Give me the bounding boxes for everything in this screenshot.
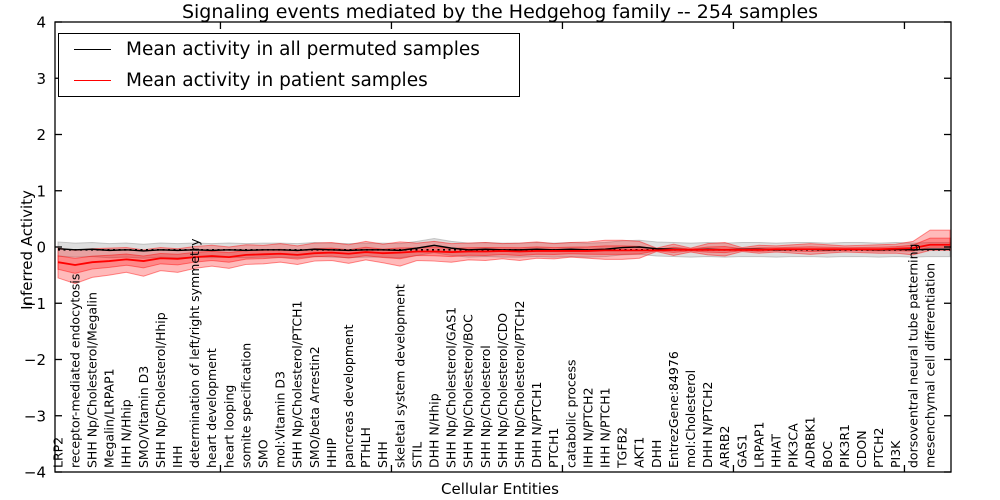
y-tick-label: 3 [36,70,46,88]
x-tick-label: mol:Vitamin D3 [273,371,288,468]
y-tick-label: 0 [36,239,46,257]
x-tick-label: PTHLH [358,427,373,468]
y-tick-label: −2 [24,351,46,369]
x-tick-label: heart looping [221,385,236,468]
x-tick-label: skeletal system development [392,284,407,468]
x-tick-label: AKT1 [632,437,647,468]
x-tick-label: determination of left/right symmetry [187,238,202,468]
x-tick-label: LRP2 [50,437,65,468]
chart-title: Signaling events mediated by the Hedgeho… [181,1,819,23]
x-tick-label: SMO [256,439,271,468]
x-tick-label: SHH Np/Cholesterol/Megalin [85,292,100,468]
legend-label-patient: Mean activity in patient samples [126,69,428,91]
x-tick-label: SHH Np/Cholesterol [478,345,493,468]
x-tick-label: Megalin/LRPAP1 [102,368,117,468]
x-tick-label: DHH [649,440,664,468]
x-tick-label: HHIP [324,438,339,468]
legend-line-red-icon [74,79,111,81]
x-tick-label: heart development [204,348,219,468]
x-tick-label: ADRBK1 [803,416,818,468]
x-tick-label: SHH Np/Cholesterol/GAS1 [444,307,459,468]
x-tick-label: IHH [170,446,185,469]
x-tick-label: SMO/Vitamin D3 [136,366,151,468]
x-tick-label: receptor-mediated endocytosis [67,274,82,468]
x-tick-label: catabolic process [563,359,578,468]
x-tick-label: PTCH1 [546,427,561,468]
x-tick-label: DHH N/PTCH1 [529,382,544,468]
x-axis-label: Cellular Entities [441,480,559,498]
x-tick-label: DHH N/Hhip [427,393,442,468]
x-tick-label: GAS1 [734,434,749,468]
y-axis-label: Inferred Activity [18,190,36,310]
y-tick-label: −3 [24,407,46,425]
x-tick-label: SHH Np/Cholesterol/BOC [461,314,476,468]
x-tick-label: ARRB2 [717,426,732,468]
x-tick-label: TGFB2 [615,427,630,469]
x-tick-label: IHH N/PTCH1 [598,387,613,468]
x-tick-label: PTCH2 [871,427,886,468]
x-tick-label: PI3K [888,440,903,468]
legend-box: Mean activity in all permuted samples Me… [58,33,520,97]
x-tick-label: HHAT [769,434,784,468]
x-tick-label: SHH Np/Cholesterol/Hhip [153,312,168,468]
x-tick-label: LRPAP1 [751,422,766,468]
x-tick-label: pancreas development [341,324,356,468]
x-tick-label: SHH Np/Cholesterol/PTCH1 [290,301,305,469]
legend-label-permuted: Mean activity in all permuted samples [126,39,480,61]
x-tick-label: mesenchymal cell differentiation [922,263,937,468]
x-tick-label: STIL [409,442,424,468]
x-tick-label: dorsoventral neural tube patterning [905,243,920,468]
x-tick-label: mol:Cholesterol [683,370,698,468]
y-tick-label: 2 [36,126,46,144]
x-tick-label: BOC [820,441,835,468]
x-tick-label: SHH Np/Cholesterol/CDO [495,313,510,468]
x-tick-label: SMO/beta Arrestin2 [307,346,322,468]
x-tick-label: EntrezGene:84976 [666,351,681,468]
y-tick-label: −1 [24,295,46,313]
legend-line-black-icon [74,49,111,51]
legend-item-patient: Mean activity in patient samples [59,66,519,95]
y-tick-label: −4 [24,464,46,482]
x-tick-label: somite specification [238,343,253,468]
y-tick-label: 4 [36,14,46,32]
x-tick-label: SHH [375,441,390,468]
x-tick-label: IHH N/Hhip [119,399,134,468]
series-line-patient [57,243,950,266]
x-tick-label: PIK3CA [786,423,801,468]
x-tick-label: PIK3R1 [837,424,852,468]
x-tick-label: IHH N/PTCH2 [580,387,595,468]
legend-item-permuted: Mean activity in all permuted samples [59,35,519,64]
x-tick-label: DHH N/PTCH2 [700,382,715,468]
y-tick-label: 1 [36,182,46,200]
x-tick-label: SHH Np/Cholesterol/PTCH2 [512,301,527,469]
x-tick-label: CDON [854,430,869,468]
